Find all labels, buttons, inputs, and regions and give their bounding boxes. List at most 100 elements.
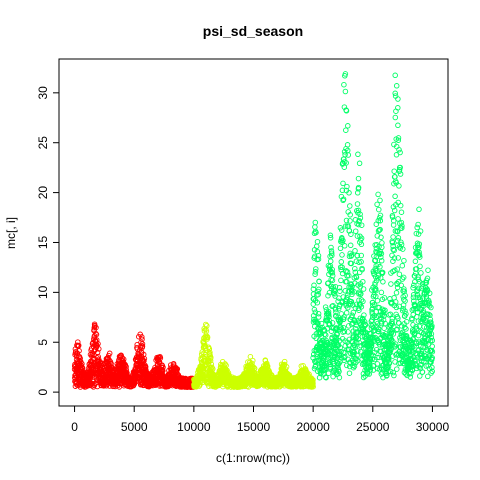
data-point: [385, 357, 392, 363]
data-point: [348, 260, 355, 267]
data-point: [328, 244, 334, 251]
data-point: [374, 354, 380, 361]
data-point: [354, 190, 361, 196]
data-point: [339, 187, 346, 194]
data-point: [340, 196, 347, 202]
data-point: [355, 175, 362, 182]
data-point: [379, 306, 386, 313]
data-point: [426, 303, 433, 309]
data-point: [429, 348, 436, 355]
data-point: [345, 304, 351, 311]
data-point: [356, 160, 363, 167]
y-tick-label: 25: [36, 136, 50, 150]
data-point: [368, 352, 374, 359]
data-point: [411, 282, 417, 288]
data-point: [375, 228, 382, 234]
data-point: [93, 324, 99, 331]
data-point: [410, 292, 417, 298]
y-tick-label: 15: [36, 235, 50, 249]
data-point: [338, 311, 345, 317]
data-point: [311, 296, 317, 302]
data-point: [96, 346, 102, 352]
data-point: [397, 202, 404, 209]
data-point: [312, 269, 319, 275]
data-point: [395, 279, 402, 285]
data-point: [384, 372, 390, 379]
y-tick-label: 5: [36, 339, 50, 346]
data-point: [378, 234, 384, 241]
data-point: [398, 209, 405, 215]
data-point: [389, 239, 396, 246]
data-point: [341, 328, 348, 335]
data-point: [376, 366, 383, 373]
data-point: [341, 164, 348, 170]
data-point: [313, 243, 320, 250]
data-point: [344, 294, 350, 301]
data-point: [377, 312, 383, 319]
data-point: [393, 352, 399, 358]
data-point: [331, 291, 338, 297]
data-point: [402, 292, 408, 299]
data-point: [385, 369, 391, 375]
data-point: [399, 276, 406, 282]
data-point: [316, 286, 322, 293]
data-point: [264, 360, 270, 367]
data-point: [130, 382, 137, 388]
data-point: [380, 279, 386, 285]
data-point: [356, 217, 362, 224]
data-point: [392, 90, 398, 97]
data-point: [426, 290, 433, 296]
data-point: [428, 334, 435, 341]
data-point: [326, 313, 332, 320]
data-point: [344, 269, 351, 275]
data-point: [337, 245, 344, 252]
data-point: [399, 329, 406, 336]
data-point: [354, 348, 361, 354]
data-point: [343, 310, 350, 316]
data-point: [357, 215, 364, 221]
data-point: [318, 320, 325, 327]
data-point: [393, 179, 399, 186]
data-points: [71, 71, 436, 390]
data-point: [343, 160, 349, 166]
data-point: [354, 358, 361, 364]
data-point: [420, 284, 426, 290]
data-point: [377, 212, 384, 219]
data-point: [204, 322, 210, 329]
data-point: [376, 206, 382, 213]
data-point: [373, 245, 380, 252]
data-point: [401, 286, 407, 292]
data-point: [356, 339, 363, 346]
chart-title: psi_sd_season: [203, 23, 303, 39]
data-point: [402, 324, 408, 331]
data-point: [388, 281, 394, 287]
data-point: [332, 306, 339, 313]
data-point: [328, 250, 335, 256]
data-point: [348, 298, 355, 305]
data-point: [417, 254, 423, 260]
data-point: [376, 215, 383, 221]
data-point: [390, 234, 396, 240]
x-tick-label: 30000: [416, 420, 450, 434]
data-point: [392, 267, 398, 274]
data-point: [358, 252, 364, 259]
data-point: [345, 292, 351, 298]
data-point: [325, 280, 331, 286]
data-point: [358, 297, 365, 303]
data-point: [377, 197, 383, 204]
data-point: [392, 72, 398, 79]
data-point: [425, 373, 431, 380]
data-point: [350, 309, 357, 316]
data-point: [382, 320, 388, 327]
data-point: [394, 237, 401, 244]
data-point: [120, 356, 127, 363]
data-point: [207, 349, 213, 356]
data-point: [391, 255, 398, 261]
data-point: [374, 201, 380, 208]
data-point: [329, 320, 336, 326]
data-point: [342, 71, 349, 77]
data-point: [341, 316, 347, 322]
data-point: [93, 330, 99, 337]
data-point: [208, 361, 215, 367]
data-point: [351, 363, 358, 369]
